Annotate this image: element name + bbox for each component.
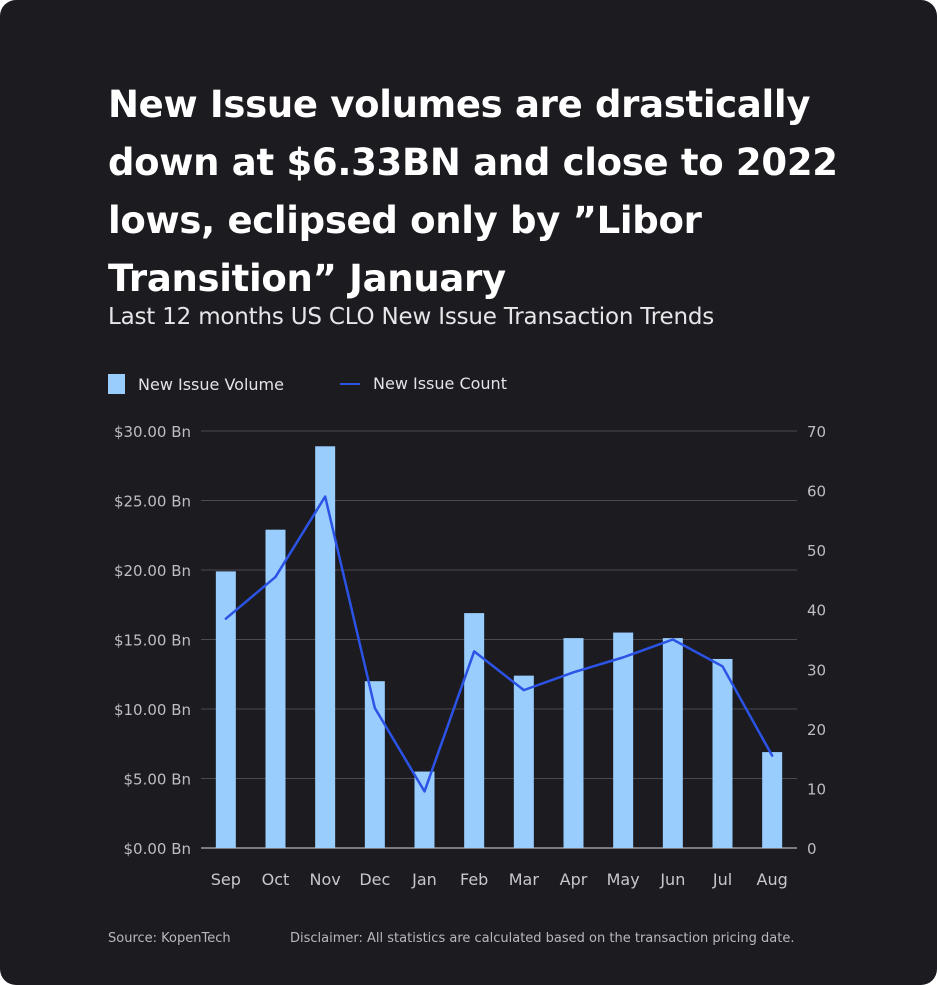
bar-jun [662, 638, 683, 848]
y-left-tick-label: $25.00 Bn [114, 493, 191, 511]
legend-swatch-count [340, 382, 360, 385]
y-right-tick-label: 10 [807, 780, 826, 798]
y-right-tick-label: 0 [807, 840, 817, 858]
bar-jul [712, 658, 733, 848]
x-tick-label: Apr [560, 870, 588, 889]
bar-nov [315, 446, 336, 848]
x-tick-label: Aug [757, 870, 788, 889]
x-tick-label: Mar [509, 870, 540, 889]
legend-label-count: New Issue Count [373, 374, 507, 393]
headline: New Issue volumes are drastically down a… [108, 83, 838, 300]
grid-layer [201, 430, 797, 849]
x-tick-label: Oct [262, 870, 290, 889]
x-tick-label: Jul [712, 870, 732, 889]
x-tick-label: Feb [460, 870, 488, 889]
y-left-tick-label: $10.00 Bn [114, 701, 191, 719]
bar-apr [563, 638, 584, 848]
y-left-tick-label: $15.00 Bn [114, 632, 191, 650]
legend-label-volume: New Issue Volume [138, 374, 284, 394]
y-right-tick-label: 50 [807, 542, 826, 560]
x-tick-label: Dec [359, 870, 390, 889]
x-tick-label: Sep [211, 870, 241, 889]
legend-item-volume: New Issue Volume [108, 374, 284, 394]
line-layer [224, 495, 774, 793]
legend-swatch-volume [108, 374, 125, 394]
y-left-tick-label: $0.00 Bn [123, 840, 191, 858]
bar-may [613, 632, 634, 848]
bar-aug [762, 752, 783, 848]
x-tick-label: May [607, 870, 640, 889]
y-right-tick-label: 20 [807, 721, 826, 739]
legend-item-count: New Issue Count [340, 374, 507, 393]
footer-source: Source: KopenTech [108, 931, 231, 946]
bar-dec [364, 681, 385, 848]
y-right-tick-label: 70 [807, 423, 826, 441]
bar-jan [414, 771, 435, 848]
y-right-tick-label: 30 [807, 661, 826, 679]
y-left-tick-label: $5.00 Bn [123, 771, 191, 789]
bar-feb [464, 613, 485, 848]
x-tick-label: Jan [411, 870, 437, 889]
y-left-tick-label: $20.00 Bn [114, 562, 191, 580]
x-tick-label: Jun [659, 870, 685, 889]
bar-layer [215, 446, 783, 848]
footer-disclaimer: Disclaimer: All statistics are calculate… [290, 931, 795, 946]
x-tick-label: Nov [310, 870, 341, 889]
bar-mar [513, 675, 534, 848]
bar-sep [215, 571, 236, 848]
subtitle: Last 12 months US CLO New Issue Transact… [108, 304, 715, 330]
label-layer: $0.00 Bn $5.00 Bn $10.00 Bn $15.00 Bn $20.00… [114, 423, 826, 889]
count-line [224, 495, 774, 793]
y-left-tick-label: $30.00 Bn [114, 423, 191, 441]
y-right-tick-label: 60 [807, 483, 826, 501]
y-right-tick-label: 40 [807, 602, 826, 620]
bar-oct [265, 529, 286, 848]
